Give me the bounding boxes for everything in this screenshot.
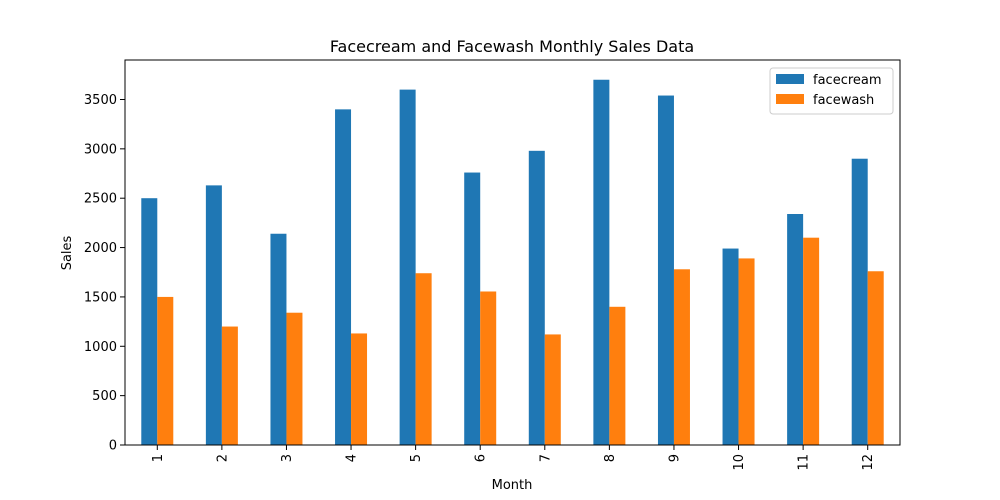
y-tick-label: 1000 (84, 340, 117, 355)
x-tick-label: 3 (280, 454, 295, 462)
bar-facewash-12 (867, 271, 884, 445)
x-tick-label: 4 (345, 454, 360, 462)
bar-facecream-11 (787, 214, 804, 445)
bar-facewash-4 (351, 333, 368, 445)
x-tick-label: 8 (603, 454, 618, 462)
bar-facecream-1 (141, 198, 158, 445)
x-tick-label: 5 (409, 454, 424, 462)
x-axis-label: Month (492, 478, 533, 493)
bar-facecream-9 (657, 95, 674, 446)
x-tick-label: 11 (797, 454, 812, 471)
bar-facewash-5 (415, 273, 432, 445)
bar-facecream-3 (270, 233, 287, 445)
axes-frame (124, 59, 901, 446)
y-tick-label: 0 (109, 439, 117, 454)
x-tick-label: 7 (538, 454, 553, 462)
bar-facewash-3 (286, 312, 303, 445)
bar-facecream-12 (851, 158, 868, 445)
legend: facecream facewash (769, 67, 894, 115)
y-tick-label: 2500 (84, 192, 117, 207)
y-tick-label: 1500 (84, 290, 117, 305)
chart-title: Facecream and Facewash Monthly Sales Dat… (330, 37, 694, 56)
x-tick-label: 1 (151, 454, 166, 462)
bar-facewash-6 (480, 291, 497, 445)
x-tick-label: 2 (215, 454, 230, 462)
bar-facewash-9 (673, 269, 690, 445)
legend-label-facecream: facecream (813, 73, 882, 88)
bar-facecream-8 (593, 79, 610, 445)
legend-swatch-facewash (776, 94, 804, 104)
bar-facewash-8 (609, 306, 626, 445)
bar-facecream-7 (528, 150, 545, 446)
y-tick-label: 2000 (84, 241, 117, 256)
x-tick-label: 12 (861, 454, 876, 471)
bar-facewash-7 (544, 334, 561, 445)
bar-facecream-10 (722, 248, 739, 445)
x-tick-label: 9 (667, 454, 682, 462)
x-tick-label: 10 (732, 454, 747, 471)
y-axis-label: Sales (60, 235, 75, 270)
y-tick-label: 500 (92, 389, 117, 404)
bar-facewash-11 (803, 237, 820, 445)
bar-facecream-5 (399, 89, 416, 445)
legend-swatch-facecream (776, 74, 804, 84)
bar-facewash-1 (157, 296, 174, 445)
y-tick-label: 3500 (84, 93, 117, 108)
x-tick-label: 6 (474, 454, 489, 462)
y-tick-label: 3000 (84, 142, 117, 157)
bar-facecream-6 (464, 172, 481, 446)
bar-facecream-2 (205, 185, 222, 445)
legend-label-facewash: facewash (813, 93, 874, 108)
bar-facewash-10 (738, 258, 755, 445)
bar-facewash-2 (221, 326, 238, 445)
bar-facecream-4 (335, 109, 352, 445)
